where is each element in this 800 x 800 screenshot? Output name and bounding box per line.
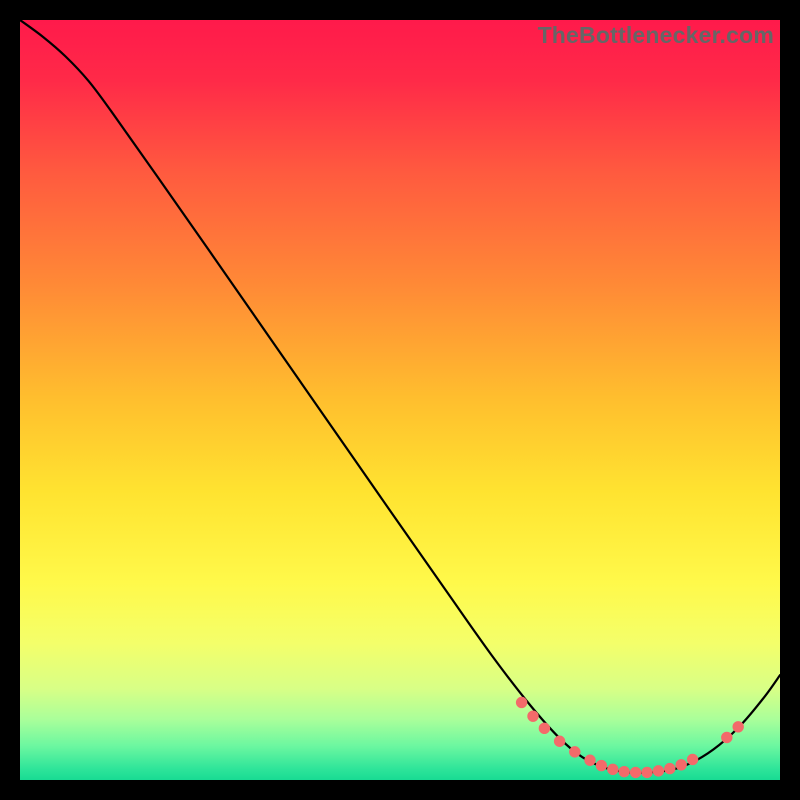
marker-dot (539, 723, 549, 733)
marker-dot (554, 736, 564, 746)
marker-dot (516, 697, 526, 707)
marker-dot (528, 711, 538, 721)
marker-dot (596, 760, 606, 770)
marker-dot (653, 766, 663, 776)
marker-dot (733, 722, 743, 732)
marker-dot (642, 767, 652, 777)
marker-dot (608, 764, 618, 774)
marker-dot (619, 766, 629, 776)
marker-dot (665, 763, 675, 773)
marker-dot (687, 754, 697, 764)
marker-dot (630, 767, 640, 777)
marker-dots (516, 697, 743, 777)
plot-svg-layer (20, 20, 780, 780)
marker-dot (676, 760, 686, 770)
bottleneck-curve (20, 20, 780, 773)
marker-dot (585, 755, 595, 765)
chart-frame: TheBottlenecker.com (0, 0, 800, 800)
marker-dot (722, 732, 732, 742)
marker-dot (570, 747, 580, 757)
plot-area: TheBottlenecker.com (20, 20, 780, 780)
